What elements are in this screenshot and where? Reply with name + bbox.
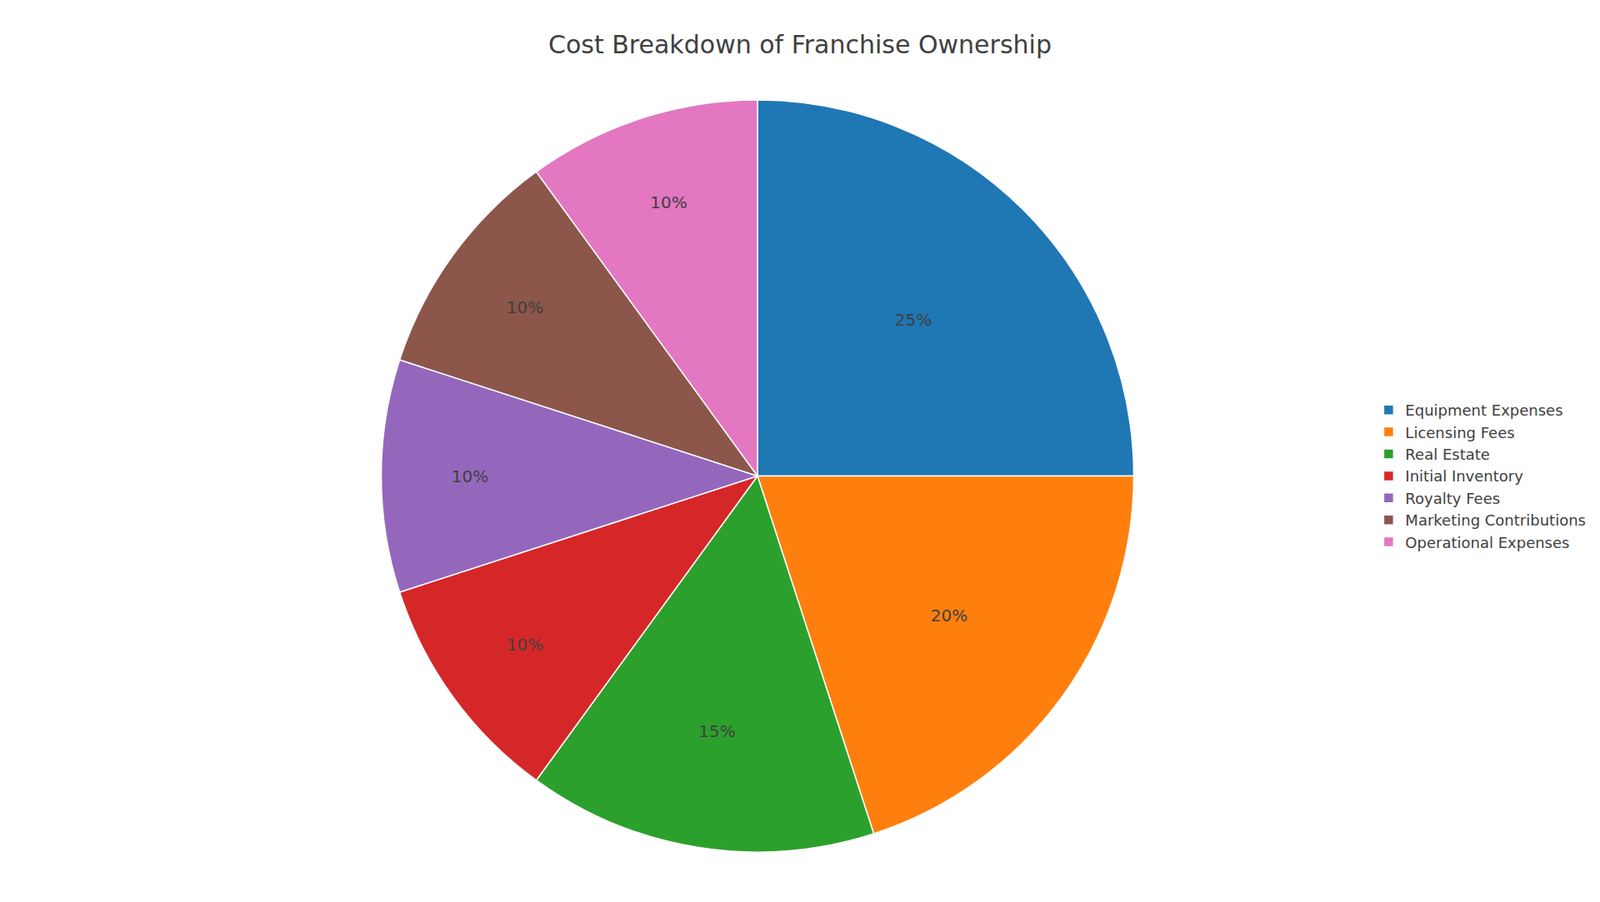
svg-text:Cost Breakdown of Franchise Ow: Cost Breakdown of Franchise Ownership (548, 30, 1052, 60)
svg-text:Equipment Expenses: Equipment Expenses (1405, 401, 1563, 420)
svg-text:15%: 15% (698, 721, 735, 742)
svg-text:Real Estate: Real Estate (1405, 445, 1490, 464)
svg-text:10%: 10% (650, 192, 687, 213)
svg-text:Initial Inventory: Initial Inventory (1405, 467, 1524, 485)
svg-text:Licensing Fees: Licensing Fees (1405, 424, 1515, 442)
svg-text:Marketing Contributions: Marketing Contributions (1405, 511, 1586, 530)
svg-text:10%: 10% (506, 297, 544, 318)
svg-text:Operational Expenses: Operational Expenses (1405, 534, 1570, 552)
svg-text:20%: 20% (930, 605, 968, 626)
svg-text:10%: 10% (451, 466, 489, 487)
svg-text:Royalty Fees: Royalty Fees (1405, 490, 1500, 508)
svg-text:25%: 25% (895, 310, 932, 330)
svg-text:10%: 10% (506, 635, 544, 655)
